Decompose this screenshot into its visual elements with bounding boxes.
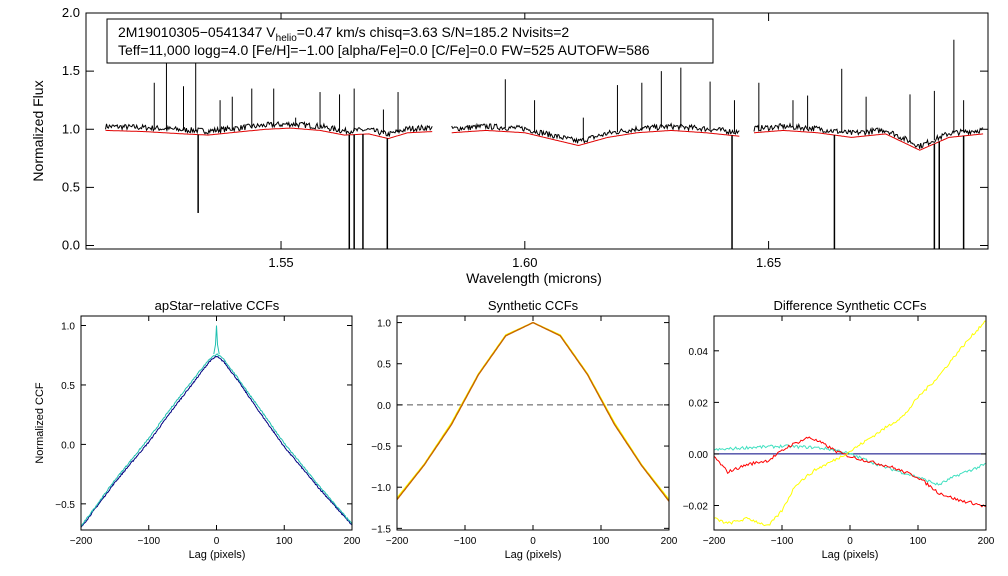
ytick-label: 1.0 [61, 322, 75, 333]
ytick-label: 0.0 [61, 440, 75, 451]
info-line-1-subscript: helio [276, 33, 298, 44]
xtick-label: −200 [386, 536, 409, 547]
ytick-label: −0.02 [683, 502, 709, 513]
difference-ccf-title: Difference Synthetic CCFs [774, 298, 927, 313]
synthetic-ccf-panel: Synthetic CCFs −200 −100 0 100 200 −1.5 −1.0 −0… [371, 298, 678, 561]
info-line-1-rest: =0.47 km/s chisq=3.63 S/N=185.2 Nvisits=… [297, 24, 570, 40]
apstar-ccf-xlabel: Lag (pixels) [189, 549, 246, 561]
ytick-label: 0.5 [61, 381, 75, 392]
xtick-label: −100 [137, 536, 160, 547]
ytick-label: −1.0 [371, 483, 391, 494]
synthetic-ccf-title: Synthetic CCFs [488, 298, 579, 313]
observed-spectrum-segment-3 [753, 122, 984, 149]
ytick-label: 0.5 [62, 179, 80, 194]
xtick-label: 1.55 [268, 255, 293, 270]
info-line-1: 2M19010305−0541347 Vhelio=0.47 km/s chis… [118, 24, 569, 44]
model-spectrum-segment-3 [754, 129, 984, 151]
info-box-frame [106, 18, 714, 64]
synthetic-ccf-ticks: −200 −100 0 100 200 −1.5 −1.0 −0.5 0.0 0.5 1.0 [371, 316, 678, 547]
spectrum-axes-frame [85, 12, 989, 250]
ytick-label: −0.5 [371, 442, 391, 453]
observed-spectrum-segment-2 [451, 122, 740, 144]
spectrum-ticks: 1.55 1.60 1.65 0.0 0.5 1.0 1.5 2.0 [62, 5, 988, 270]
apstar-ccf-plot-area [80, 325, 353, 528]
ytick-label: 0.0 [377, 401, 391, 412]
spectrum-panel: 1.55 1.60 1.65 0.0 0.5 1.0 1.5 2.0 Wavelength (… [30, 5, 989, 286]
ytick-label: 0.02 [689, 398, 709, 409]
ytick-label: 0.00 [689, 450, 709, 461]
ytick-label: −0.5 [55, 500, 75, 511]
xtick-label: 200 [344, 536, 361, 547]
ccf-line-synthetic-1 [396, 321, 670, 500]
ccf-line-synthetic-2 [396, 321, 670, 502]
synthetic-ccf-axes-frame [396, 315, 670, 531]
xtick-label: −200 [703, 536, 726, 547]
xtick-label: −100 [454, 536, 477, 547]
xtick-label: 1.60 [512, 255, 537, 270]
info-line-2: Teff=11,000 logg=4.0 [Fe/H]=−1.00 [alpha… [118, 42, 650, 58]
xtick-label: −200 [70, 536, 93, 547]
ytick-label: 0.04 [689, 347, 709, 358]
apstar-ccf-panel: apStar−relative CCFs −200 −100 0 100 200 −0.5… [34, 298, 361, 561]
model-spectrum-segment-2 [451, 129, 740, 147]
ytick-label: 1.5 [62, 63, 80, 78]
info-box: 2M19010305−0541347 Vhelio=0.47 km/s chis… [106, 18, 714, 64]
xtick-label: −100 [771, 536, 794, 547]
apstar-ccf-ylabel: Normalized CCF [34, 382, 46, 464]
ytick-label: 0.0 [62, 238, 80, 253]
apstar-ccf-axes-frame [80, 315, 353, 531]
difference-ccf-xlabel: Lag (pixels) [822, 549, 879, 561]
xtick-label: 1.65 [756, 255, 781, 270]
ytick-label: −1.5 [371, 524, 391, 535]
apstar-ccf-title: apStar−relative CCFs [155, 298, 280, 313]
apstar-ccf-ticks: −200 −100 0 100 200 −0.5 0.0 0.5 1.0 [55, 316, 361, 547]
xtick-label: 0 [530, 536, 536, 547]
xtick-label: 0 [214, 536, 220, 547]
difference-ccf-plot-area [713, 320, 987, 527]
ccf-line-visit-2 [80, 353, 353, 528]
model-spectrum-segment-1 [105, 127, 433, 140]
ytick-label: 1.0 [62, 121, 80, 136]
difference-ccf-panel: Difference Synthetic CCFs −200 −100 0 100 20… [683, 298, 995, 561]
spectrum-ylabel: Normalized Flux [30, 80, 46, 181]
observed-spectrum-segment-1 [105, 120, 433, 137]
spectrum-plot-area [105, 39, 984, 249]
synthetic-ccf-xlabel: Lag (pixels) [505, 549, 562, 561]
xtick-label: 200 [978, 536, 995, 547]
xtick-label: 100 [910, 536, 927, 547]
ytick-label: 1.0 [377, 319, 391, 330]
xtick-label: 100 [593, 536, 610, 547]
difference-ccf-ticks: −200 −100 0 100 200 −0.02 0.00 0.02 0.04 [683, 316, 995, 547]
ccf-peak-spike [213, 325, 220, 355]
diff-line-red-diff [713, 436, 987, 508]
ytick-label: 2.0 [62, 5, 80, 20]
ytick-label: 0.5 [377, 360, 391, 371]
synthetic-ccf-plot-area [396, 321, 670, 502]
diff-line-yellow-diff [713, 320, 987, 527]
xtick-label: 200 [661, 536, 678, 547]
info-line-1-start: 2M19010305−0541347 V [118, 24, 276, 40]
xtick-label: 0 [847, 536, 853, 547]
xtick-label: 100 [276, 536, 293, 547]
spectrum-xlabel: Wavelength (microns) [466, 270, 602, 286]
difference-ccf-axes-frame [713, 315, 987, 531]
ccf-line-visit-1 [80, 355, 353, 528]
diff-line-cyan-diff [713, 444, 987, 486]
